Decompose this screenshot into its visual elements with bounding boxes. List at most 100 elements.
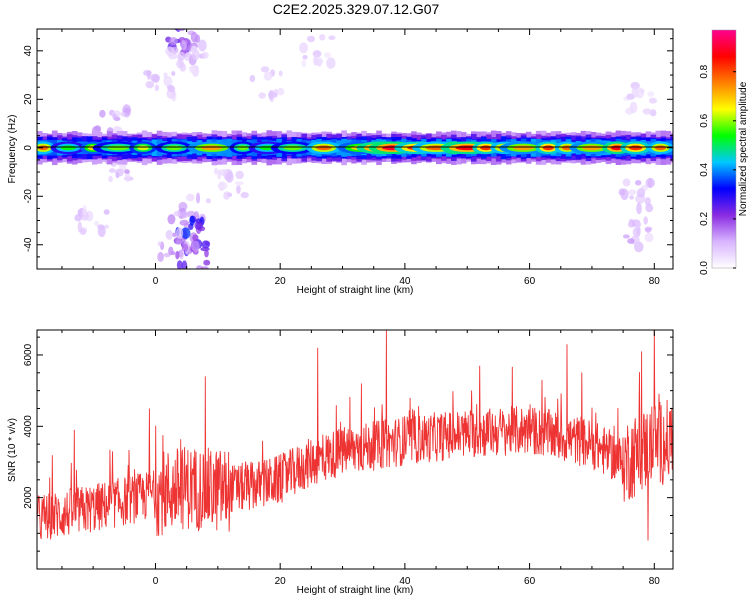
heatmap-panel: 0 20 40 60 80 -40 -20 0 20 40 Height of straight… xyxy=(7,28,674,296)
snr-panel: 0 20 40 60 80 2000 4000 6000 Height of straigh… xyxy=(7,329,674,596)
y-tick-label: 2000 xyxy=(23,486,34,509)
heatmap-noise-blob xyxy=(326,57,336,69)
x-tick-label: 40 xyxy=(399,576,411,587)
heatmap-x-label: Height of straight line (km) xyxy=(297,285,414,296)
heatmap-noise-blob xyxy=(181,243,189,252)
heatmap-noise-blob xyxy=(319,34,326,41)
heatmap-noise-blob xyxy=(103,209,110,215)
heatmap-cells xyxy=(37,29,673,269)
heatmap-noise-blob xyxy=(277,87,285,96)
x-tick-label: 0 xyxy=(153,276,159,287)
heatmap-noise-blob xyxy=(154,84,160,92)
heatmap-peak xyxy=(60,145,76,151)
heatmap-noise-blob xyxy=(167,85,176,93)
heatmap-noise-blob xyxy=(114,168,124,177)
heatmap-peak xyxy=(542,145,554,151)
heatmap-y-ticks: -40 -20 0 20 40 xyxy=(23,38,673,258)
heatmap-noise-blob xyxy=(157,251,164,262)
heatmap-noise-blob xyxy=(169,37,178,46)
heatmap-noise-blob xyxy=(629,195,634,200)
heatmap-noise-blob xyxy=(204,249,209,258)
heatmap-noise-blob xyxy=(223,191,231,200)
heatmap-frame xyxy=(36,28,674,270)
heatmap-noise-blob xyxy=(630,81,640,90)
heatmap-noise-blob xyxy=(172,232,177,238)
heatmap-noise-blob xyxy=(213,167,218,175)
heatmap-noise-blob xyxy=(198,39,207,52)
heatmap-noise-blob xyxy=(648,97,657,104)
heatmap-peak xyxy=(628,145,643,151)
heatmap-noise-blob xyxy=(278,70,283,77)
colorbar-frame xyxy=(711,29,737,269)
x-tick-label: 0 xyxy=(153,576,159,587)
y-tick-label: 0 xyxy=(23,145,34,151)
heatmap-noise-blob xyxy=(643,216,648,225)
snr-x-label: Height of straight line (km) xyxy=(297,585,414,596)
heatmap-peak xyxy=(200,145,223,151)
heatmap-noise-blob xyxy=(168,246,174,256)
heatmap-noise-blob xyxy=(622,178,631,187)
heatmap-noise-blob xyxy=(628,218,635,223)
heatmap-noise-blob xyxy=(180,211,189,219)
heatmap-noise-blob xyxy=(260,66,270,73)
heatmap-noise-blob xyxy=(635,222,642,228)
heatmap-noise-blob xyxy=(77,221,83,233)
heatmap-noise-blob xyxy=(201,240,210,249)
heatmap-noise-blob xyxy=(645,203,654,213)
heatmap-noise-blob xyxy=(191,240,200,252)
heatmap-noise-blob xyxy=(627,238,635,244)
x-tick-label: 20 xyxy=(275,576,287,587)
heatmap-noise-blob xyxy=(123,107,130,114)
x-tick-label: 80 xyxy=(649,276,661,287)
heatmap-noise-blob xyxy=(263,71,273,81)
x-tick-label: 80 xyxy=(649,576,661,587)
heatmap-noise-blob xyxy=(175,227,184,240)
colorbar: 0.0 0.2 0.4 0.6 0.8 Normalized spectral ampl… xyxy=(699,29,749,275)
heatmap-noise-blob xyxy=(627,189,637,196)
heatmap-noise-blob xyxy=(618,188,626,196)
heatmap-noise-blob xyxy=(165,46,176,57)
heatmap-noise-blob xyxy=(163,75,173,87)
heatmap-noise-blob xyxy=(179,249,184,260)
colorbar-tick-label: 0.0 xyxy=(699,261,710,275)
heatmap-noise-blob xyxy=(190,31,198,43)
heatmap-noise-blob xyxy=(217,181,228,190)
heatmap-noise-blob xyxy=(647,177,653,189)
snr-series-line xyxy=(37,330,673,541)
heatmap-noise-blob xyxy=(301,59,307,68)
heatmap-noise-blob xyxy=(173,210,183,217)
heatmap-noise-blob xyxy=(189,66,196,74)
heatmap-noise-blob xyxy=(80,211,89,221)
heatmap-noise-blob xyxy=(299,42,308,54)
y-tick-label: 20 xyxy=(23,93,34,105)
heatmap-noise-blob xyxy=(163,252,171,258)
heatmap-noise-blob xyxy=(234,181,244,186)
heatmap-noise-blob xyxy=(145,80,155,89)
heatmap-noise-blob xyxy=(258,92,266,99)
heatmap-noise-blob xyxy=(240,191,249,199)
heatmap-noise-blob xyxy=(200,266,209,269)
y-tick-label: 6000 xyxy=(23,343,34,366)
heatmap-peak xyxy=(237,145,249,151)
heatmap-noise-blob xyxy=(143,69,152,76)
heatmap-noise-blob xyxy=(323,52,332,59)
heatmap-noise-blob xyxy=(644,227,652,233)
heatmap-noise-blob xyxy=(181,260,188,269)
heatmap-noise-blob xyxy=(225,171,234,183)
heatmap-noise-blob xyxy=(328,35,336,41)
colorbar-tick-label: 0.8 xyxy=(699,64,710,78)
heatmap-noise-blob xyxy=(108,175,113,183)
heatmap-noise-blob xyxy=(203,259,211,266)
heatmap-noise-blob xyxy=(189,215,195,226)
heatmap-noise-blob xyxy=(179,63,187,72)
colorbar-tick-label: 0.4 xyxy=(699,162,710,176)
colorbar-tick-label: 0.6 xyxy=(699,113,710,127)
heatmap-noise-blob xyxy=(176,260,183,269)
heatmap-noise-blob xyxy=(177,29,183,32)
snr-frame xyxy=(36,329,674,570)
heatmap-noise-blob xyxy=(74,214,82,222)
heatmap-noise-blob xyxy=(194,221,204,230)
heatmap-y-label: Frequency (Hz) xyxy=(7,115,18,184)
y-tick-label: 4000 xyxy=(23,415,34,438)
